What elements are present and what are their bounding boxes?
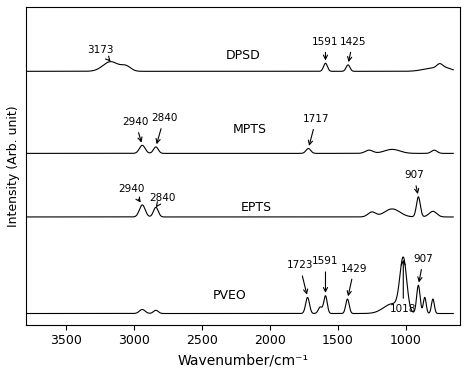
Text: 1425: 1425 — [340, 37, 366, 61]
Text: 907: 907 — [413, 254, 433, 281]
Y-axis label: Intensity (Arb. unit): Intensity (Arb. unit) — [7, 105, 20, 227]
Text: 1429: 1429 — [341, 264, 368, 295]
Text: 1723: 1723 — [287, 260, 313, 294]
Text: PVEO: PVEO — [212, 289, 246, 302]
Text: DPSD: DPSD — [226, 49, 260, 62]
Text: EPTS: EPTS — [241, 200, 272, 214]
Text: 3173: 3173 — [87, 45, 113, 61]
Text: 2840: 2840 — [149, 193, 176, 206]
Text: 1018: 1018 — [390, 261, 417, 314]
Text: 2940: 2940 — [118, 184, 145, 202]
Text: 907: 907 — [404, 170, 424, 193]
Text: 1591: 1591 — [312, 37, 339, 59]
Text: 2840: 2840 — [151, 113, 177, 143]
Text: 2940: 2940 — [122, 117, 149, 141]
Text: 1591: 1591 — [312, 257, 339, 292]
Text: 1717: 1717 — [303, 114, 329, 145]
Text: MPTS: MPTS — [233, 123, 267, 136]
X-axis label: Wavenumber/cm⁻¹: Wavenumber/cm⁻¹ — [177, 353, 308, 367]
